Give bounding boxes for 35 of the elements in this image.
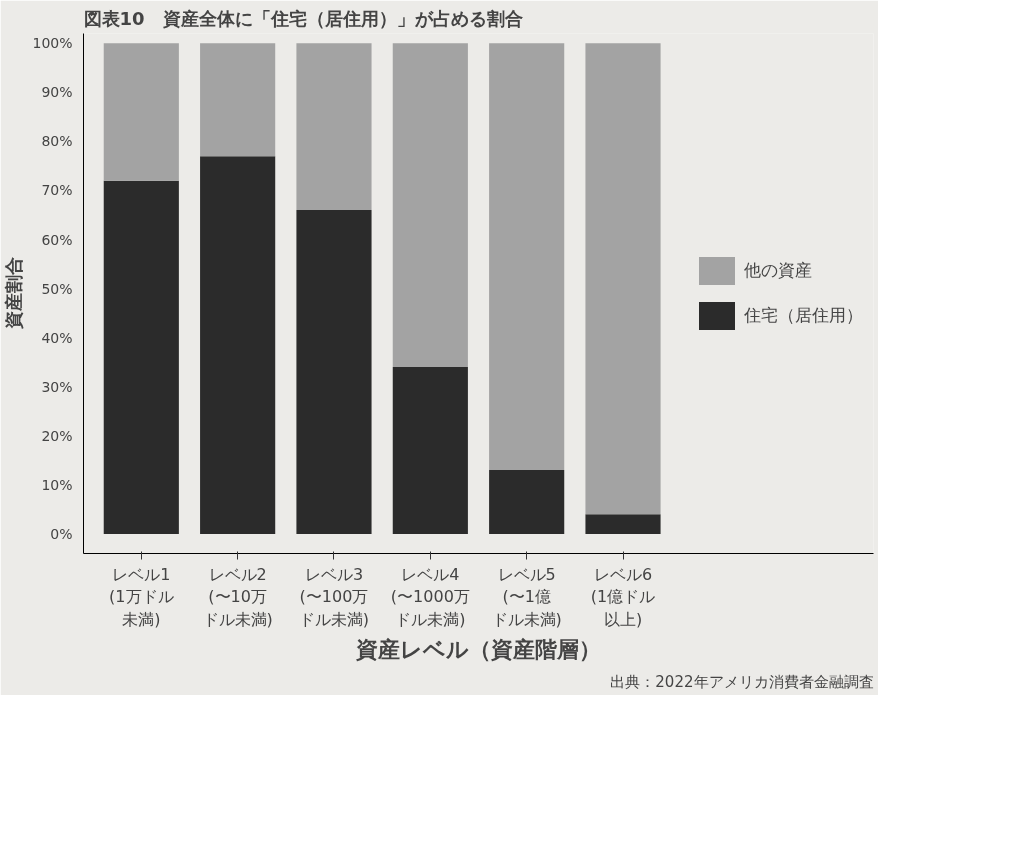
bar bbox=[392, 367, 468, 534]
chart-title: 図表10 資産全体に「住宅（居住用）」が占める割合 bbox=[83, 7, 523, 29]
x-tick-label: レベル5(〜1億ドル未満) bbox=[491, 564, 562, 630]
legend-label: 住宅（居住用） bbox=[744, 304, 863, 327]
y-tick-label: 40% bbox=[41, 329, 73, 346]
bar bbox=[200, 43, 276, 157]
legend-label: 他の資産 bbox=[744, 259, 812, 282]
x-axis-title: 資産レベル（資産階層） bbox=[355, 637, 601, 663]
y-tick-label: 70% bbox=[41, 182, 73, 199]
y-tick-label: 20% bbox=[41, 427, 73, 444]
y-tick-label: 50% bbox=[41, 280, 73, 297]
y-tick-label: 90% bbox=[41, 84, 73, 101]
x-tick-label: レベル4(〜1000万ドル未満) bbox=[390, 564, 470, 630]
y-tick-label: 100% bbox=[32, 35, 73, 52]
y-tick-label: 80% bbox=[41, 133, 73, 150]
source-note: 出典：2022年アメリカ消費者金融調査 bbox=[610, 672, 874, 691]
bar bbox=[392, 43, 468, 368]
bar bbox=[585, 514, 661, 534]
x-tick-label: レベル6(1億ドル以上) bbox=[590, 564, 656, 630]
y-tick-label: 60% bbox=[41, 231, 73, 248]
y-tick-label: 0% bbox=[50, 525, 73, 542]
bar bbox=[296, 43, 372, 211]
bar bbox=[489, 470, 565, 534]
bar bbox=[200, 156, 276, 534]
y-axis-title: 資産割合 bbox=[3, 257, 25, 331]
x-tick-label: レベル3(〜100万ドル未満) bbox=[298, 564, 370, 630]
bar bbox=[296, 210, 372, 534]
bar bbox=[103, 43, 179, 181]
bar bbox=[489, 43, 565, 471]
y-tick-label: 10% bbox=[41, 476, 73, 493]
bar bbox=[585, 43, 661, 515]
bar bbox=[103, 180, 179, 534]
y-tick-label: 30% bbox=[41, 378, 73, 395]
x-tick-label: レベル1(1万ドル未満) bbox=[109, 564, 174, 630]
x-tick-label: レベル2(〜10万ドル未満) bbox=[202, 564, 273, 630]
